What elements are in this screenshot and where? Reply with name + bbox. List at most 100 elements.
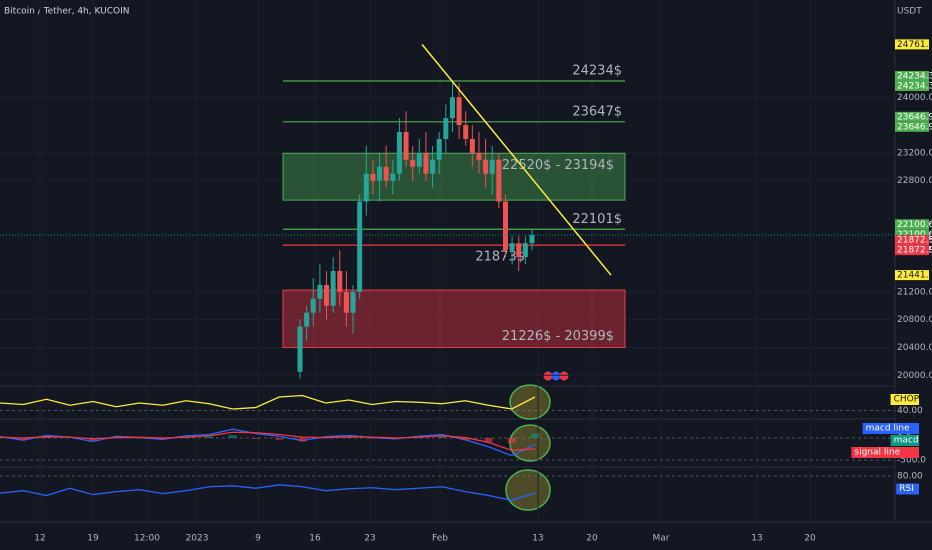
x-tick-label: 13 bbox=[532, 534, 543, 544]
candle-body bbox=[383, 166, 389, 181]
y-tick-label: 22800.0 bbox=[897, 176, 932, 186]
candle-body bbox=[337, 271, 343, 292]
candle-body bbox=[310, 298, 316, 313]
candle-body bbox=[330, 271, 336, 306]
histogram-bar bbox=[507, 437, 516, 444]
candle-body bbox=[403, 132, 409, 160]
y-tick-label: 40.00 bbox=[897, 406, 923, 416]
x-tick-label: Feb bbox=[432, 534, 448, 544]
x-tick-label: 23 bbox=[364, 534, 375, 544]
zone bbox=[282, 289, 626, 349]
indicator-line bbox=[0, 428, 536, 457]
price-tag-label: 23646.9 bbox=[897, 112, 932, 122]
price-tag bbox=[895, 235, 929, 246]
x-tick-label: Mar bbox=[653, 534, 670, 544]
candle-body bbox=[449, 97, 455, 119]
x-tick-label: 12:00 bbox=[134, 534, 160, 544]
x-tick-label: 20 bbox=[804, 534, 816, 544]
price-tag bbox=[895, 39, 929, 50]
histogram-bar bbox=[531, 433, 539, 438]
candle-body bbox=[324, 284, 330, 306]
candle-body bbox=[304, 312, 310, 327]
candle-body bbox=[390, 173, 396, 181]
indicator-tag-label: macd line bbox=[866, 424, 911, 434]
price-tag-label: 21441.3 bbox=[897, 271, 932, 281]
chart-title: Bitcoin / Tether, 4h, KUCOIN bbox=[4, 7, 129, 17]
x-tick-label: 20 bbox=[586, 534, 598, 544]
candle-body bbox=[443, 118, 449, 139]
candle-body bbox=[469, 138, 475, 153]
level-label: 22101$ bbox=[572, 212, 622, 227]
candle-body bbox=[456, 97, 462, 126]
histogram-bar bbox=[461, 437, 470, 441]
histogram-bar bbox=[205, 436, 214, 438]
y-tick-label: 24000.0 bbox=[897, 93, 932, 103]
price-tag bbox=[895, 71, 929, 82]
candle-body bbox=[509, 243, 515, 251]
y-tick-label: 20400.0 bbox=[897, 343, 932, 353]
price-tag bbox=[895, 270, 929, 281]
x-tick-label: 9 bbox=[255, 534, 261, 544]
price-tag bbox=[895, 81, 929, 92]
x-tick-label: 16 bbox=[309, 534, 321, 544]
candle-body bbox=[317, 284, 323, 299]
candle-body bbox=[463, 125, 469, 139]
candle-body bbox=[370, 173, 376, 181]
histogram-bar bbox=[275, 437, 284, 440]
price-tag-label: 23646.9 bbox=[897, 122, 932, 132]
indicator-tag-label: macd bbox=[894, 436, 919, 446]
candle-body bbox=[516, 243, 522, 258]
candle-body bbox=[476, 152, 482, 160]
events bbox=[543, 371, 569, 381]
histogram-bar bbox=[344, 436, 353, 438]
level-label: 23647$ bbox=[572, 104, 622, 119]
x-tick-label: 2023 bbox=[186, 534, 209, 544]
level-label: 24234$ bbox=[572, 64, 622, 79]
price-tag bbox=[895, 229, 929, 240]
candle-body bbox=[502, 201, 508, 251]
candle-body bbox=[522, 243, 528, 258]
price-tag bbox=[895, 219, 929, 230]
candle-body bbox=[489, 159, 495, 174]
price-tag-label: 24761.7 bbox=[897, 40, 932, 50]
price-tag bbox=[895, 111, 929, 122]
y-tick-label: 23200.0 bbox=[897, 148, 932, 158]
y-tick-label: 80.00 bbox=[897, 472, 923, 482]
indicator-line bbox=[0, 394, 536, 410]
candle-body bbox=[416, 152, 422, 167]
currency: USDT bbox=[897, 7, 922, 17]
histogram-bar bbox=[42, 436, 51, 438]
price-tag-label: 21872.9 bbox=[897, 236, 932, 246]
histogram-bar bbox=[228, 434, 237, 438]
indicator-tag bbox=[890, 435, 919, 446]
indicator-tag-label: CHOP bbox=[894, 395, 920, 405]
candle-body bbox=[529, 234, 535, 244]
x-tick-label: 19 bbox=[87, 534, 99, 544]
highlights bbox=[505, 384, 551, 511]
x-tick-label: 13 bbox=[751, 534, 762, 544]
y-tick-label: 20800.0 bbox=[897, 315, 932, 325]
price-tag-label: 22100.6 bbox=[897, 220, 932, 230]
candle-body bbox=[436, 138, 442, 160]
candle-body bbox=[363, 173, 369, 202]
price-tag-label: 21872.9 bbox=[897, 246, 932, 256]
y-tick-label: 21200.0 bbox=[897, 287, 932, 297]
zone-label: 22520$ - 23194$ bbox=[502, 158, 614, 173]
candle-body bbox=[483, 159, 489, 174]
y-tick-label: -500.0 bbox=[897, 455, 926, 465]
histogram-bar bbox=[19, 437, 28, 441]
indicator-tag bbox=[851, 447, 919, 458]
candle-body bbox=[496, 159, 502, 202]
y-tick-label: 20000.0 bbox=[897, 371, 932, 381]
trend-line bbox=[421, 43, 612, 276]
histogram-bar bbox=[251, 437, 260, 439]
candle-body bbox=[430, 159, 436, 174]
indicator-line bbox=[0, 431, 536, 451]
histogram-bar bbox=[437, 436, 446, 438]
indicator-tag bbox=[890, 394, 919, 405]
histogram-bar bbox=[158, 437, 167, 440]
candle-body bbox=[343, 291, 349, 313]
histogram-bar bbox=[484, 437, 493, 443]
